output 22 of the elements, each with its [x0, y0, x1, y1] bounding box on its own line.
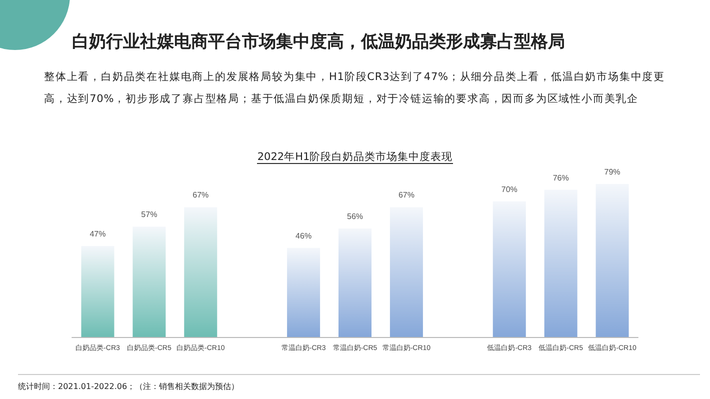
bar	[338, 228, 372, 337]
data-label: 56%	[346, 212, 364, 221]
data-label: 76%	[552, 173, 569, 182]
bar	[287, 248, 320, 337]
bar	[492, 201, 526, 337]
data-label: 67%	[398, 190, 414, 200]
text: 统计时间：2021.01-2022.06；（注：销售相关数据为预估）	[18, 381, 240, 392]
data-label: 46%	[296, 231, 312, 240]
data-label: 57%	[141, 210, 158, 220]
data-label: 70%	[501, 184, 518, 194]
bar	[132, 226, 166, 337]
data-label: 47%	[90, 229, 106, 238]
data-label: 79%	[604, 167, 620, 176]
bar	[81, 246, 114, 337]
text: 2022年H1阶段白奶品类市场集中度表现	[257, 151, 453, 164]
data-label: 67%	[192, 190, 209, 200]
chart-subtitle: 整体上看，白奶品类在社媒电商上的发展格局较为集中，H1阶段CR3达到了47%；从细分品类上看，低温白奶市场集中度更高，达到70%，初步形成了寡占型格局；基于低温白奶保质期短，对于冷链运输的要求高，因而多为区域性小而美乳企	[44, 70, 666, 107]
bar	[184, 207, 218, 337]
bar	[544, 190, 578, 337]
chart-title: 白奶行业社媒电商平台市场集中度高，低温奶品类形成寡占型格局	[72, 31, 565, 53]
bar	[596, 184, 629, 337]
bar	[390, 207, 423, 337]
